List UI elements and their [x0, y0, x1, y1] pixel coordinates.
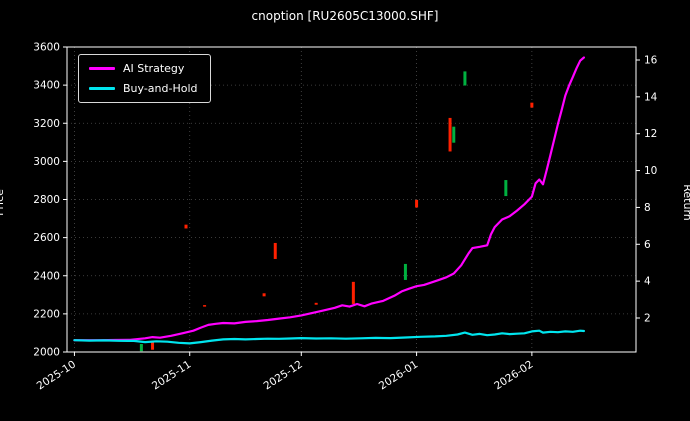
date-tick-label: 2026-01: [377, 358, 420, 392]
candle-down: [530, 102, 534, 108]
candle-up: [139, 343, 143, 352]
ai-strategy-line-swatch: [89, 67, 115, 70]
date-tick-label: 2025-11: [150, 358, 193, 392]
candle-up: [403, 263, 407, 280]
candles: [139, 71, 534, 352]
price-tick-label: 3200: [33, 118, 60, 130]
date-tick-label: 2026-02: [492, 358, 535, 392]
candle-up: [452, 126, 456, 143]
price-tick-label: 2000: [33, 347, 60, 359]
series-lines: [73, 56, 586, 345]
legend: AI Strategy Buy-and-Hold: [78, 54, 211, 103]
price-tick-label: 2600: [33, 232, 60, 244]
price-tick-label: 2200: [33, 308, 60, 320]
candle-down: [184, 224, 188, 229]
price-tick-label: 2800: [33, 194, 60, 206]
candle-down: [203, 305, 207, 307]
price-tick-label: 2400: [33, 270, 60, 282]
plot-border: [66, 46, 637, 353]
candle-down: [351, 281, 355, 304]
legend-item-buy-and-hold: Buy-and-Hold: [89, 82, 198, 95]
axis-ticks: [63, 46, 640, 356]
candle-down: [448, 117, 452, 152]
return-tick-label: 6: [644, 239, 651, 251]
candle-down: [151, 340, 155, 350]
price-tick-label: 3400: [33, 80, 60, 92]
candle-down: [415, 199, 419, 208]
return-tick-label: 8: [644, 202, 651, 214]
price-tick-label: 3000: [33, 156, 60, 168]
candle-down: [314, 302, 318, 305]
candle-down: [273, 242, 277, 259]
legend-label-ai-strategy: AI Strategy: [123, 62, 185, 75]
legend-label-buy-and-hold: Buy-and-Hold: [123, 82, 198, 95]
candle-up: [463, 71, 467, 86]
line-ai-strategy: [73, 56, 586, 342]
line-buy-and-hold: [73, 329, 586, 345]
return-tick-label: 10: [644, 165, 657, 177]
return-tick-label: 2: [644, 312, 651, 324]
return-tick-label: 14: [644, 91, 658, 103]
candle-down: [262, 293, 266, 297]
date-tick-label: 2025-12: [262, 358, 305, 392]
return-tick-label: 4: [644, 276, 651, 288]
return-tick-label: 16: [644, 54, 658, 66]
price-tick-label: 3600: [33, 42, 60, 54]
legend-item-ai-strategy: AI Strategy: [89, 62, 198, 75]
return-tick-label: 12: [644, 128, 657, 140]
candle-up: [504, 180, 508, 197]
date-tick-label: 2025-10: [35, 358, 78, 392]
chart-title: cnoption [RU2605C13000.SHF]: [251, 9, 439, 23]
buy-and-hold-line-swatch: [89, 87, 115, 90]
